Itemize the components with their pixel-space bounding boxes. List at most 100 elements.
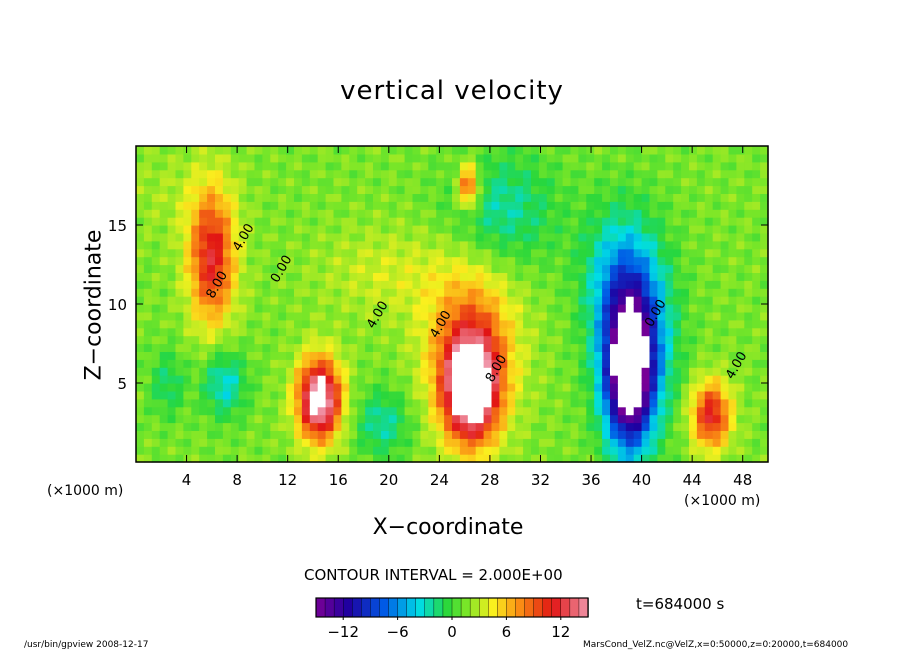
- heat-cell: [270, 240, 279, 250]
- heat-cell: [617, 264, 627, 273]
- heat-cell: [752, 311, 761, 321]
- heat-cell: [175, 304, 184, 313]
- heat-cell: [538, 240, 548, 250]
- heat-cell: [602, 161, 611, 171]
- heat-cell: [554, 359, 564, 368]
- heat-cell: [452, 327, 461, 337]
- heat-cell: [704, 406, 714, 416]
- heat-cell: [167, 343, 177, 352]
- heat-cell: [728, 193, 737, 202]
- heat-cell: [681, 454, 690, 463]
- heat-cell: [388, 161, 398, 171]
- heat-cell: [388, 311, 398, 321]
- heat-cell: [673, 146, 682, 155]
- heat-cell: [649, 232, 658, 242]
- heat-cell: [720, 153, 730, 163]
- heat-cell: [760, 430, 769, 439]
- heat-cell: [712, 414, 722, 424]
- heat-cell: [681, 383, 690, 392]
- heat-cell: [294, 153, 303, 163]
- heat-cell: [349, 406, 358, 416]
- heat-cell: [546, 177, 556, 187]
- heat-cell: [349, 161, 358, 171]
- heat-cell: [720, 414, 730, 424]
- heat-cell: [673, 240, 682, 250]
- heat-cell: [617, 383, 627, 392]
- heat-cell: [317, 351, 327, 360]
- heat-cell: [317, 375, 327, 384]
- heat-cell: [538, 225, 548, 234]
- heat-cell: [689, 351, 698, 360]
- heat-cell: [570, 422, 579, 431]
- heat-cell: [523, 256, 532, 266]
- heat-cell: [309, 264, 319, 273]
- heat-cell: [215, 367, 224, 376]
- heat-cell: [657, 311, 666, 321]
- heat-cell: [483, 240, 493, 250]
- heat-cell: [270, 248, 279, 258]
- heat-cell: [499, 193, 508, 202]
- heat-cell: [270, 296, 279, 305]
- heat-cell: [325, 185, 335, 194]
- heat-cell: [191, 153, 200, 163]
- heat-cell: [681, 225, 690, 234]
- heat-cell: [317, 454, 327, 463]
- heat-cell: [420, 375, 429, 384]
- heat-cell: [183, 161, 192, 171]
- heat-cell: [744, 446, 753, 455]
- heat-cell: [728, 225, 737, 234]
- heat-cell: [657, 296, 666, 305]
- heat-cell: [499, 351, 508, 360]
- heat-cell: [404, 146, 414, 155]
- heat-cell: [649, 209, 658, 218]
- heat-cell: [444, 185, 453, 194]
- heat-cell: [720, 311, 730, 321]
- heat-cell: [254, 217, 263, 226]
- heat-cell: [459, 319, 469, 329]
- heat-cell: [357, 311, 366, 321]
- heat-cell: [238, 422, 248, 431]
- heat-cell: [475, 430, 485, 439]
- heat-cell: [404, 217, 414, 226]
- heat-cell: [412, 201, 421, 210]
- heat-cell: [720, 256, 730, 266]
- heat-cell: [309, 217, 319, 226]
- heat-cell: [491, 454, 500, 463]
- heat-cell: [396, 430, 406, 439]
- heat-cell: [151, 454, 161, 463]
- heat-cell: [546, 201, 556, 210]
- colorbar-segment: [506, 597, 517, 618]
- heat-cell: [625, 319, 635, 329]
- heat-cell: [341, 414, 350, 424]
- heat-cell: [278, 209, 287, 218]
- heat-cell: [704, 454, 714, 463]
- heat-cell: [365, 390, 374, 400]
- heat-cell: [499, 454, 508, 463]
- heat-cell: [199, 146, 208, 155]
- heat-cell: [428, 153, 437, 163]
- heat-cell: [689, 280, 698, 289]
- heat-cell: [633, 264, 643, 273]
- heat-cell: [475, 319, 485, 329]
- heat-cell: [412, 351, 421, 360]
- heat-cell: [491, 177, 500, 187]
- heat-cell: [728, 288, 737, 297]
- heat-cell: [515, 367, 524, 376]
- heat-cell: [365, 375, 374, 384]
- heat-cell: [278, 248, 287, 258]
- heat-cell: [657, 422, 666, 431]
- heat-cell: [309, 280, 319, 289]
- heat-cell: [491, 438, 500, 447]
- heat-cell: [388, 430, 398, 439]
- heat-cell: [373, 161, 382, 171]
- heat-cell: [704, 335, 714, 345]
- heat-cell: [681, 177, 690, 187]
- heat-cell: [594, 161, 603, 171]
- heat-cell: [491, 146, 500, 155]
- heat-cell: [215, 272, 224, 281]
- heat-cell: [681, 327, 690, 337]
- heat-cell: [475, 359, 485, 368]
- heat-cell: [681, 304, 690, 313]
- heat-cell: [404, 319, 414, 329]
- heat-cell: [238, 359, 248, 368]
